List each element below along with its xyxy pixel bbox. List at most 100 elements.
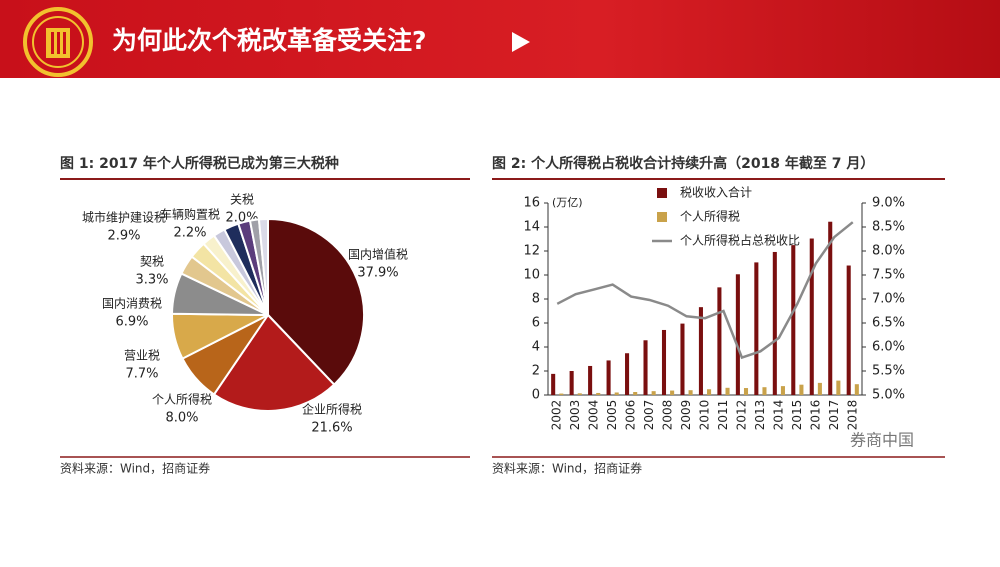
bar [799, 384, 804, 395]
chart-title: 图 2: 个人所得税占税收合计持续升高（2018 年截至 7 月） [492, 155, 874, 172]
y2-tick-label: 5.5% [872, 364, 905, 379]
slice-value: 8.0% [165, 411, 198, 426]
slice-label: 关税 [230, 193, 254, 207]
bar [762, 387, 767, 395]
slice-value: 37.9% [357, 266, 398, 281]
x-tick-label: 2005 [605, 400, 619, 431]
x-tick-label: 2012 [734, 400, 748, 431]
bar [614, 392, 619, 395]
y-tick-label: 12 [523, 244, 540, 259]
slice-label: 企业所得税 [302, 402, 362, 417]
legend-label: 税收收入合计 [680, 185, 752, 200]
bar [569, 371, 574, 395]
bar [725, 387, 730, 395]
bar [780, 386, 785, 395]
y2-tick-label: 8.0% [872, 244, 905, 259]
bar [680, 323, 685, 395]
x-tick-label: 2006 [624, 400, 638, 431]
y-tick-label: 6 [532, 316, 540, 331]
y-tick-label: 8 [532, 292, 540, 307]
bar [577, 393, 582, 395]
slice-value: 2.9% [107, 229, 140, 244]
slice-label: 营业税 [124, 349, 160, 363]
slice-value: 6.9% [115, 315, 148, 330]
slice-label: 车辆购置税 [160, 207, 220, 222]
bar [743, 388, 749, 395]
bar [809, 238, 814, 395]
x-tick-label: 2004 [587, 400, 601, 431]
watermark: 券商中国 [850, 431, 914, 450]
x-tick-label: 2013 [753, 400, 767, 431]
x-tick-label: 2015 [790, 400, 804, 431]
y2-tick-label: 6.0% [872, 340, 905, 355]
bar [698, 307, 703, 395]
bar [754, 262, 759, 395]
y-tick-label: 2 [532, 364, 540, 379]
pie-slice [267, 217, 365, 386]
bar [596, 392, 601, 395]
bar [836, 380, 841, 395]
bar [772, 251, 777, 395]
line-series [556, 221, 854, 360]
bar [846, 265, 851, 395]
bar [817, 382, 822, 395]
x-tick-label: 2008 [661, 400, 675, 431]
pie-slice [257, 217, 269, 316]
slice-label: 契税 [140, 255, 164, 269]
legend-label: 个人所得税占总税收比 [680, 233, 800, 248]
slice-value: 21.6% [311, 421, 352, 436]
y-tick-label: 4 [532, 340, 540, 355]
bar [717, 287, 722, 395]
x-tick-label: 2011 [716, 400, 730, 431]
slice-label: 城市维护建设税 [82, 210, 166, 225]
y2-tick-label: 7.5% [872, 268, 905, 283]
x-tick-label: 2018 [845, 400, 859, 431]
x-tick-label: 2007 [642, 400, 656, 431]
bar [606, 360, 611, 395]
bar [588, 365, 593, 395]
slice-value: 2.2% [173, 226, 206, 241]
x-tick-label: 2014 [771, 400, 785, 431]
x-tick-label: 2017 [827, 400, 841, 431]
y-tick-label: 0 [532, 388, 540, 403]
x-tick-label: 2016 [808, 400, 822, 431]
legend-label: 个人所得税 [680, 209, 740, 224]
x-tick-label: 2010 [698, 400, 712, 431]
bar [551, 373, 556, 395]
pie-slice [212, 313, 336, 412]
bar [633, 392, 638, 395]
y-axis-label: (万亿) [552, 196, 583, 209]
slice-label: 国内增值税 [348, 247, 408, 262]
y2-tick-label: 6.5% [872, 316, 905, 331]
slice-label: 国内消费税 [102, 297, 162, 311]
bar [854, 384, 859, 395]
legend-swatch [657, 188, 667, 198]
slice-value: 7.7% [125, 367, 158, 382]
bar [791, 245, 796, 395]
legend-swatch [657, 212, 667, 222]
bar [735, 274, 740, 395]
x-tick-label: 2002 [550, 400, 564, 431]
bar [661, 329, 667, 395]
y2-tick-label: 9.0% [872, 196, 905, 211]
y2-tick-label: 5.0% [872, 388, 905, 403]
bar [670, 390, 675, 395]
y-tick-label: 14 [523, 220, 540, 235]
slide-title: 为何此次个税改革备受关注? [112, 26, 427, 55]
bar [688, 390, 693, 395]
source-note: 资料来源：Wind，招商证券 [60, 461, 210, 476]
slice-label: 个人所得税 [152, 392, 212, 407]
slice-value: 3.3% [135, 273, 168, 288]
bar [828, 221, 833, 395]
y2-tick-label: 8.5% [872, 220, 905, 235]
title-arrow [512, 32, 530, 52]
bar [643, 340, 648, 395]
logo [23, 7, 93, 77]
y-tick-label: 16 [523, 196, 540, 211]
header-band [0, 0, 1000, 78]
bar [559, 393, 564, 395]
bar [707, 389, 712, 395]
bar [625, 353, 630, 395]
x-tick-label: 2003 [568, 400, 582, 431]
